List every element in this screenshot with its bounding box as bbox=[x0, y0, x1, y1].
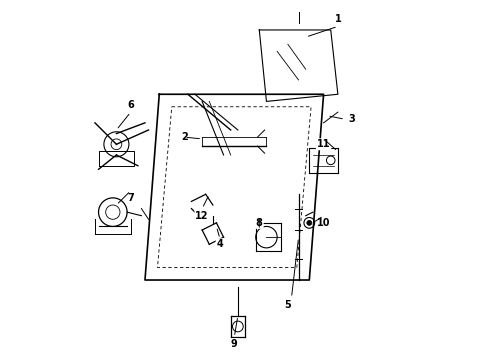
Text: 9: 9 bbox=[231, 339, 238, 349]
Text: 6: 6 bbox=[127, 100, 134, 110]
Text: 7: 7 bbox=[127, 193, 134, 203]
Text: 3: 3 bbox=[349, 114, 356, 124]
Text: 12: 12 bbox=[196, 211, 209, 221]
Text: 8: 8 bbox=[256, 218, 263, 228]
Text: 2: 2 bbox=[181, 132, 188, 142]
Text: 4: 4 bbox=[217, 239, 223, 249]
Text: 5: 5 bbox=[285, 300, 291, 310]
Circle shape bbox=[307, 220, 312, 225]
Text: 1: 1 bbox=[335, 14, 341, 24]
Text: 11: 11 bbox=[317, 139, 330, 149]
Text: 10: 10 bbox=[317, 218, 330, 228]
